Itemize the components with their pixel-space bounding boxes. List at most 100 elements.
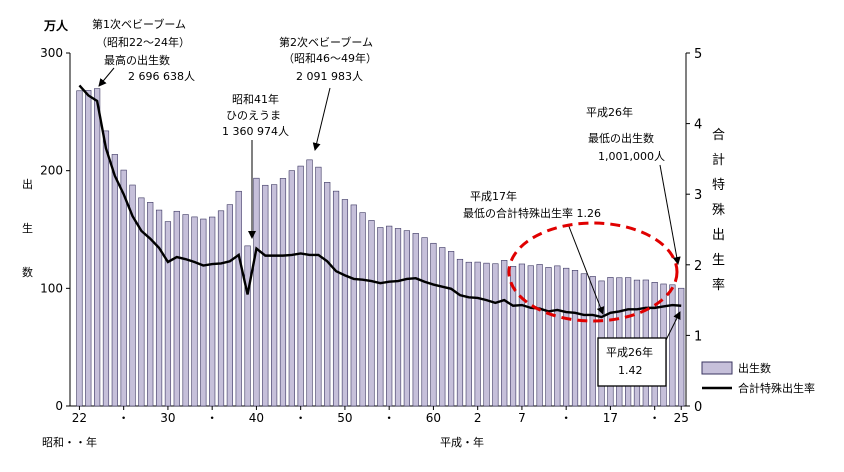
- births-bar: [509, 266, 517, 407]
- tfr26-arrow: [665, 311, 681, 341]
- births-bar: [288, 170, 295, 407]
- births-bar: [138, 197, 145, 407]
- births-bar: [209, 216, 216, 407]
- x-tick-label: ・: [295, 411, 307, 425]
- births-bar: [571, 270, 579, 407]
- births-bar: [182, 214, 189, 407]
- right-title-char: 出: [712, 228, 725, 243]
- right-tick-label: 0: [694, 400, 702, 415]
- births-bar: [297, 165, 304, 407]
- births-bar: [359, 212, 366, 407]
- births-bar: [536, 264, 543, 407]
- era-label-heisei: 平成・年: [440, 435, 484, 449]
- births-bar: [580, 273, 587, 407]
- births-bar: [102, 130, 110, 407]
- x-tick-label: 60: [426, 411, 441, 425]
- right-tick-label: 4: [694, 118, 702, 133]
- right-tick-label: 3: [694, 188, 702, 203]
- births-bar: [554, 265, 561, 407]
- births-bar: [456, 258, 464, 407]
- right-tick-label: 1: [694, 329, 702, 344]
- births-bar: [377, 227, 384, 407]
- births-bar: [279, 178, 287, 407]
- x-tick-label: 25: [674, 411, 689, 425]
- x-tick-label: 7: [518, 411, 526, 425]
- x-tick-label: ・: [383, 411, 395, 425]
- x-tick-label: ・: [649, 411, 661, 425]
- births-bar: [85, 90, 92, 407]
- tfr26-year: 平成26年: [606, 345, 653, 359]
- births-bar: [244, 245, 251, 407]
- births-bar: [545, 267, 552, 407]
- births-bar: [147, 202, 154, 407]
- births-bar: [200, 218, 207, 407]
- left-tick-label: 0: [55, 399, 63, 413]
- boom2-title: 第2次ベビーブーム: [279, 35, 373, 49]
- births-bar: [492, 263, 499, 407]
- low-births-label: 最低の出生数: [588, 131, 654, 145]
- births-bar: [226, 204, 233, 407]
- births-bar: [191, 216, 198, 407]
- births-bar: [155, 209, 163, 407]
- low-births-year: 平成26年: [586, 105, 633, 119]
- hinoe-year: 昭和41年: [232, 92, 279, 106]
- births-bar: [173, 210, 180, 407]
- births-bar: [235, 190, 242, 407]
- births-bar: [341, 199, 349, 407]
- x-tick-label: ・: [118, 411, 130, 425]
- tfr26-callout-box: [597, 337, 667, 387]
- boom1-value: 2 696 638人: [128, 70, 195, 83]
- x-tick-label: 17: [603, 411, 618, 425]
- legend-bar-label: 出生数: [738, 361, 771, 375]
- low-tfr-arrow: [567, 223, 605, 315]
- births-bar: [474, 261, 481, 407]
- births-bar: [332, 190, 340, 407]
- x-tick-label: 2: [474, 411, 482, 425]
- x-tick-label: 22: [72, 411, 87, 425]
- births-bar: [501, 260, 508, 407]
- left-unit-label: 万人: [43, 18, 69, 33]
- x-tick-label: ・: [560, 411, 572, 425]
- ticks-group: 0 100 200 300 0 1 2 3 4 5 22 ・ 30 ・ 40 ・ 50 ・ 60 2 7 ・ 17 ・ 25: [40, 46, 702, 425]
- low-tfr-label: 最低の合計特殊出生率 1.26: [463, 206, 601, 220]
- boom1-period: （昭和22～24年）: [96, 35, 190, 49]
- right-tick-label: 2: [694, 259, 702, 274]
- boom2-value: 2 091 983人: [296, 70, 363, 83]
- hinoe-label: ひのえうま: [226, 109, 281, 122]
- births-bar: [403, 230, 410, 407]
- births-bar: [76, 90, 83, 407]
- low-tfr-year: 平成17年: [470, 189, 517, 203]
- births-bar: [589, 276, 596, 407]
- births-bar: [350, 204, 357, 407]
- tfr26-value: 1.42: [618, 364, 643, 377]
- boom2-arrow: [312, 87, 331, 151]
- right-title-char: 生: [712, 253, 725, 268]
- births-bar: [430, 242, 437, 407]
- boom1-title: 第1次ベビーブーム: [92, 17, 186, 31]
- births-bar: [315, 166, 322, 407]
- right-title-char: 計: [712, 152, 725, 168]
- births-bar: [111, 154, 118, 407]
- left-tick-label: 300: [40, 46, 63, 60]
- left-tick-label: 100: [40, 281, 63, 295]
- low-births-value: 1,001,000人: [598, 150, 665, 163]
- right-title-char: 殊: [712, 203, 725, 218]
- right-title-char: 合: [712, 128, 725, 143]
- births-bar: [465, 261, 472, 407]
- births-bar: [386, 225, 393, 407]
- births-bar: [271, 184, 278, 407]
- births-bar: [448, 251, 455, 407]
- era-label-showa: 昭和・・年: [42, 435, 97, 449]
- births-bar: [253, 177, 260, 407]
- x-tick-label: 30: [160, 411, 175, 425]
- births-bar: [324, 182, 331, 407]
- right-tick-label: 5: [694, 47, 702, 62]
- births-bar: [412, 233, 419, 407]
- boom2-period: （昭和46～49年）: [283, 51, 377, 65]
- births-bar: [669, 284, 676, 407]
- births-bar: [421, 237, 428, 407]
- left-title-char: 数: [22, 266, 33, 279]
- hinoe-value: 1 360 974人: [222, 125, 289, 138]
- births-bar: [94, 88, 101, 407]
